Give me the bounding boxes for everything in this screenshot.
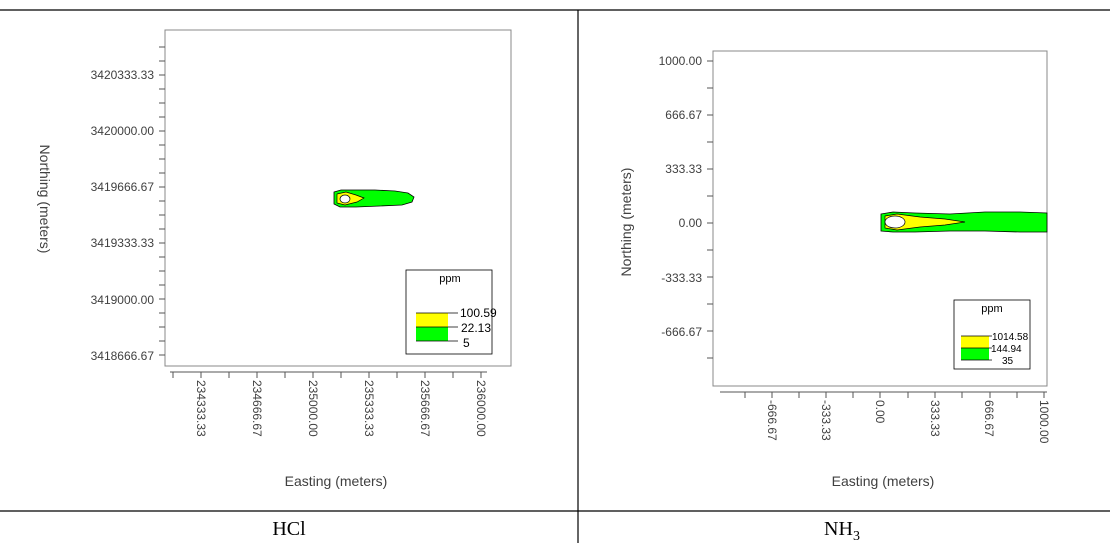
hcl-x-tick-marks (172, 372, 482, 378)
hcl-y-tick-label: 3420333.33 (91, 68, 155, 82)
nh3-legend-label: 144.94 (991, 344, 1022, 355)
nh3-y-tick-label: 0.00 (679, 216, 703, 230)
nh3-caption-subscript: 3 (853, 529, 860, 543)
nh3-plume-1014ppm (884, 215, 906, 229)
hcl-y-tick-label: 3420000.00 (91, 124, 155, 138)
hcl-plume-100ppm (339, 194, 351, 204)
hcl-caption: HCl (272, 518, 306, 540)
nh3-x-axis-title: Easting (meters) (832, 473, 935, 489)
hcl-x-tick-label: 234666.67 (250, 380, 264, 437)
nh3-plume-144ppm (884, 213, 966, 231)
nh3-y-tick-label: -666.67 (661, 325, 702, 339)
hcl-x-tick-label: 235000.00 (306, 380, 320, 437)
hcl-x-tick-label: 235666.67 (418, 380, 432, 437)
hcl-legend-label: 5 (463, 336, 470, 350)
nh3-legend-swatch (961, 336, 989, 348)
nh3-y-tick-label: 1000.00 (659, 54, 703, 68)
hcl-x-tick-label: 234333.33 (194, 380, 208, 437)
hcl-panel: 3420333.33 3420000.00 3419666.67 3419333… (37, 29, 512, 489)
hcl-x-tick-label: 235333.33 (362, 380, 376, 437)
nh3-legend-title: ppm (981, 303, 1002, 315)
nh3-x-tick-marks (744, 392, 1045, 398)
hcl-x-axis-title: Easting (meters) (285, 473, 388, 489)
hcl-y-axis-title: Northing (meters) (37, 145, 53, 254)
nh3-x-tick-label: 666.67 (982, 400, 996, 437)
nh3-y-tick-label: -333.33 (661, 271, 702, 285)
nh3-caption: NH3 (824, 518, 860, 543)
nh3-x-tick-label: -333.33 (819, 400, 833, 441)
hcl-legend-swatch (416, 327, 448, 341)
nh3-legend-label: 35 (1002, 356, 1014, 367)
hcl-legend-title: ppm (439, 273, 460, 285)
hcl-legend-label: 22.13 (461, 321, 491, 335)
nh3-legend-label: 1014.58 (992, 332, 1029, 343)
hcl-y-tick-label: 3419000.00 (91, 293, 155, 307)
hcl-plot-frame (164, 29, 512, 367)
nh3-legend-swatch (961, 348, 989, 360)
nh3-panel: 1000.00 666.67 333.33 0.00 -333.33 -666.… (618, 50, 1051, 489)
hcl-y-tick-label: 3419666.67 (91, 180, 155, 194)
hcl-legend-swatch (416, 313, 448, 327)
hcl-legend-label: 100.59 (460, 306, 497, 320)
hcl-x-tick-label: 236000.00 (474, 380, 488, 437)
nh3-x-tick-label: 0.00 (873, 400, 887, 424)
nh3-x-tick-label: 333.33 (928, 400, 942, 437)
hcl-y-tick-label: 3418666.67 (91, 349, 155, 363)
nh3-x-tick-label: 1000.00 (1037, 400, 1051, 444)
nh3-x-tick-label: -666.67 (765, 400, 779, 441)
nh3-y-tick-label: 333.33 (665, 162, 702, 176)
nh3-y-axis-title: Northing (meters) (618, 168, 634, 277)
hcl-y-tick-label: 3419333.33 (91, 236, 155, 250)
nh3-y-tick-label: 666.67 (665, 108, 702, 122)
nh3-caption-base: NH (824, 518, 853, 540)
nh3-y-tick-marks (707, 60, 713, 359)
hcl-y-tick-marks (159, 46, 165, 356)
